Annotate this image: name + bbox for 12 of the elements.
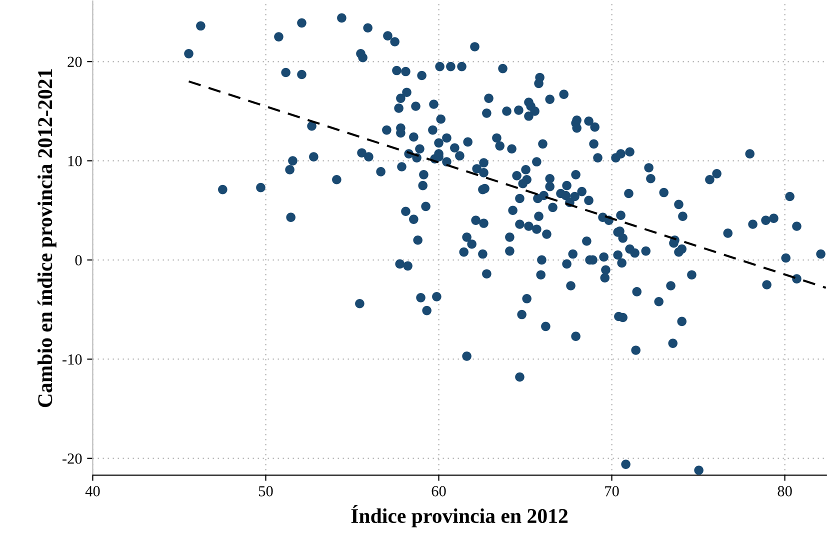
y-tick-label: 10 (68, 156, 82, 166)
y-tick-label: 20 (68, 56, 82, 68)
x-tick-label: 50 (259, 486, 273, 496)
y-tick-label: -20 (62, 453, 82, 464)
x-tick-label: 80 (778, 486, 792, 496)
y-axis-title: Cambio en índice provincia 2012-2021 (37, 69, 56, 408)
x-axis-title: Índice provincia en 2012 (351, 505, 568, 528)
x-tick-label: 40 (85, 486, 100, 496)
x-tick-label: 60 (432, 486, 446, 496)
x-tick-label: 70 (605, 486, 619, 496)
y-tick-label: 0 (75, 255, 82, 266)
y-tick-label: -10 (62, 354, 82, 365)
